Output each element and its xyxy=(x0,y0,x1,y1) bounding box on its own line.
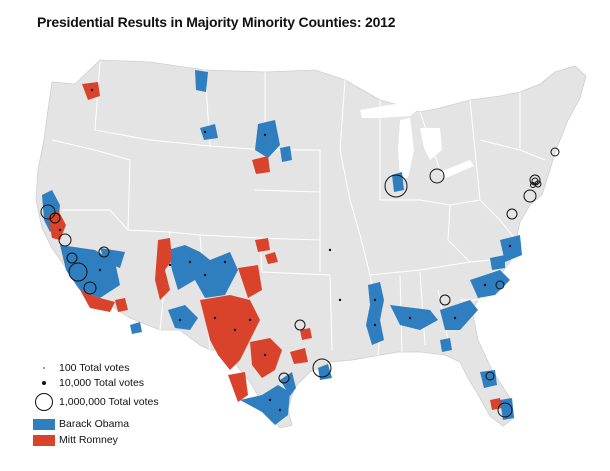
romney-swatch xyxy=(33,434,55,446)
legend-row-100: 100 Total votes xyxy=(33,362,129,374)
lake-erie xyxy=(440,160,474,178)
vote-circles xyxy=(40,147,560,418)
map-title: Presidential Results in Majority Minorit… xyxy=(37,14,396,30)
legend-row-romney: Mitt Romney xyxy=(33,434,118,446)
legend-label-romney: Mitt Romney xyxy=(59,434,118,446)
state-borders xyxy=(51,61,546,357)
small-dot-icon xyxy=(33,381,55,385)
legend-label-obama: Barack Obama xyxy=(59,418,130,430)
vote-dots xyxy=(58,88,512,412)
lake-michigan xyxy=(398,118,414,178)
nyc-cluster xyxy=(530,177,542,188)
obama-swatch xyxy=(33,418,55,430)
legend-label-10000: 10,000 Total votes xyxy=(59,377,145,389)
us-landmass xyxy=(35,59,587,429)
large-circle-icon xyxy=(33,393,55,411)
obama-counties xyxy=(42,70,522,425)
legend-row-obama: Barack Obama xyxy=(33,418,129,430)
lake-superior xyxy=(360,104,420,118)
legend-row-10000: 10,000 Total votes xyxy=(33,377,144,389)
tiny-dot-icon xyxy=(33,367,55,369)
legend-label-1000000: 1,000,000 Total votes xyxy=(59,396,159,408)
legend-row-1000000: 1,000,000 Total votes xyxy=(33,393,159,411)
legend-label-100: 100 Total votes xyxy=(59,362,130,374)
